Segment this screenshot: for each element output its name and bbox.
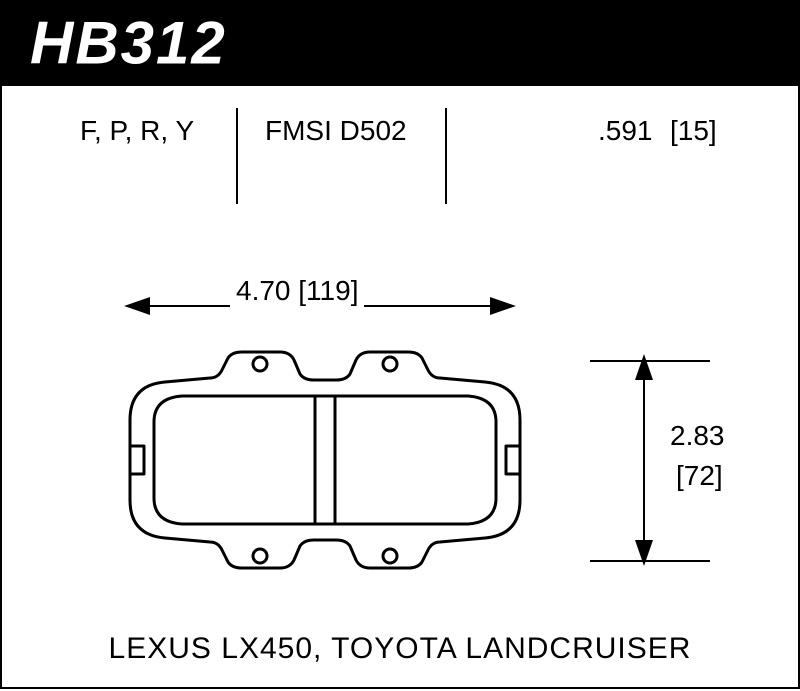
spec-thickness-mm: [15]: [670, 115, 717, 147]
spec-divider-1: [236, 108, 238, 204]
brake-pad-drawing: [110, 350, 540, 580]
arrow-up-icon: [635, 354, 653, 380]
dim-width-in: 4.70: [236, 275, 291, 306]
fitment-text: LEXUS LX450, TOYOTA LANDCRUISER: [0, 632, 800, 666]
arrow-right-icon: [490, 297, 516, 315]
spec-sheet: HB312 F, P, R, Y FMSI D502 .591 [15] 4.7…: [0, 0, 800, 691]
dim-height-in: 2.83: [670, 420, 725, 452]
arrow-left-icon: [124, 297, 150, 315]
dim-width-label: 4.70 [119]: [230, 275, 364, 307]
spec-divider-2: [445, 108, 447, 204]
spec-compounds: F, P, R, Y: [80, 115, 194, 147]
spec-thickness-in: .591: [598, 115, 653, 147]
dim-width-mm: [119]: [298, 275, 358, 306]
header-bar: HB312: [0, 0, 800, 86]
dim-height-line: [643, 360, 645, 560]
arrow-down-icon: [635, 540, 653, 566]
part-number: HB312: [30, 9, 227, 78]
dim-height-mm: [72]: [676, 460, 723, 492]
spec-fmsi: FMSI D502: [265, 115, 407, 147]
